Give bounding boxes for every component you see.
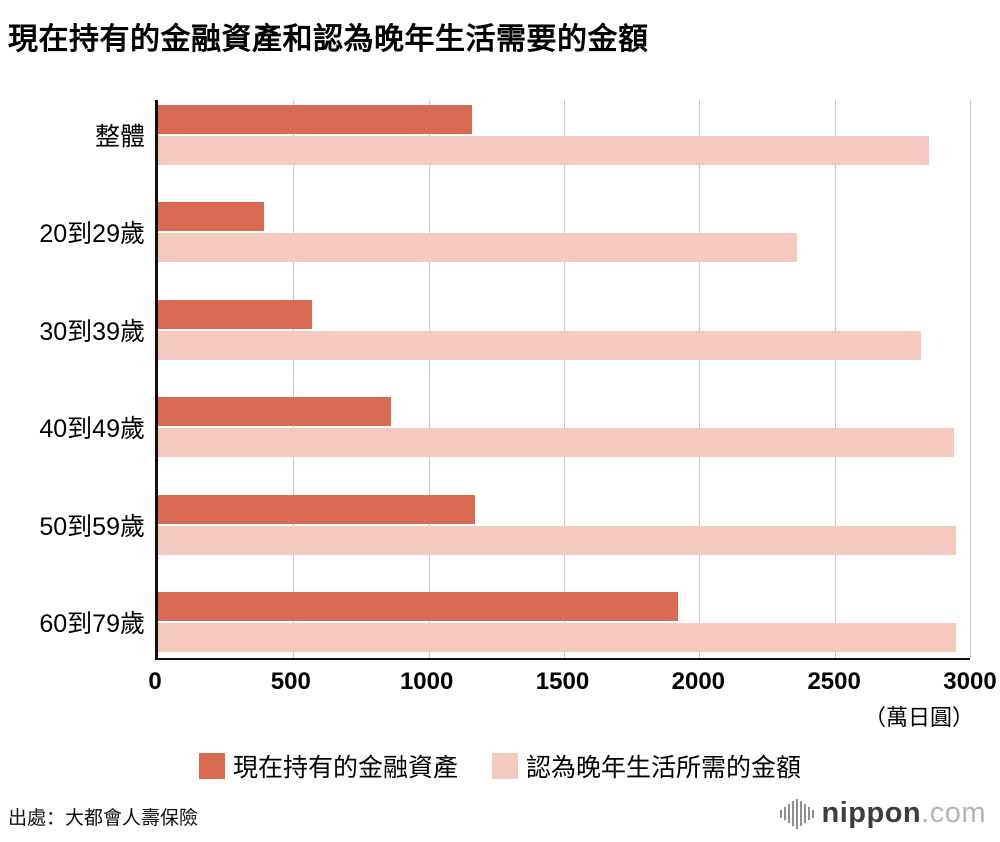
bar-current-assets [158,494,475,524]
x-axis: 0 500 1000 1500 2000 2500 3000 [148,660,996,700]
legend-label: 認為晚年生活所需的金額 [526,754,802,782]
bar-group: 30到39歲 [39,299,970,360]
x-tick-label: 3000 [943,668,997,695]
unit-label: （萬日圓） [863,705,974,730]
bar-needed-amount [158,233,797,263]
category-label: 整體 [94,123,145,151]
soundwave-icon [779,798,814,829]
legend-swatch [198,753,225,779]
bar-group: 20到29歲 [39,202,970,263]
bar-current-assets [158,105,472,134]
legend-label: 現在持有的金融資產 [232,754,458,782]
category-label: 30到39歲 [39,317,145,346]
x-tick-label: 1500 [535,668,590,695]
category-label: 40到49歲 [39,415,145,444]
category-label: 50到59歲 [39,512,145,541]
gridline [564,100,565,658]
logo-wordmark: nippon.com [822,797,986,830]
x-tick-label: 1000 [399,668,454,695]
x-tick-label: 500 [270,668,311,695]
logo-name: nippon [821,797,922,829]
bar-needed-amount [158,136,930,165]
plot-area: 整體 20到29歲 30到39歲 40到49歲 50到59歲 60到79歲 [39,100,971,660]
chart-title: 現在持有的金融資產和認為晚年生活需要的金額 [8,23,649,56]
legend-item: 現在持有的金融資產 [198,748,458,784]
bar-group: 50到59歲 [39,494,970,555]
legend-item: 認為晚年生活所需的金額 [492,748,801,784]
nippon-logo: nippon.com [779,797,986,830]
bar-current-assets [158,591,678,621]
bar-current-assets [158,397,391,427]
bar-group: 60到79歲 [39,591,970,652]
bar-current-assets [158,299,313,329]
bar-current-assets [158,202,264,232]
category-label: 20到29歲 [39,220,145,249]
x-tick-label: 0 [148,668,162,695]
gridline [293,100,295,658]
bar-needed-amount [158,622,957,652]
chart: 整體 20到29歲 30到39歲 40到49歲 50到59歲 60到79歲 0 500 100… [0,100,1000,784]
gridline [834,100,836,658]
legend-swatch [492,753,518,779]
x-tick-label: 2000 [671,668,726,695]
gridline [970,100,971,658]
source-text: 出處：大都會人壽保險 [8,808,199,829]
category-label: 60到79歲 [39,609,145,638]
bar-group: 40到49歲 [39,397,970,458]
footer: 出處：大都會人壽保險 nippon.com [0,797,1000,830]
legend: 現在持有的金融資產 認為晚年生活所需的金額 [0,748,1000,784]
x-tick-label: 2500 [807,668,861,695]
bar-needed-amount [158,428,954,458]
bar-needed-amount [158,330,922,360]
gridline [699,100,701,658]
gridline [428,100,430,658]
bar-needed-amount [158,525,957,555]
bar-group: 整體 [95,105,970,165]
logo-tld: .com [921,797,986,829]
